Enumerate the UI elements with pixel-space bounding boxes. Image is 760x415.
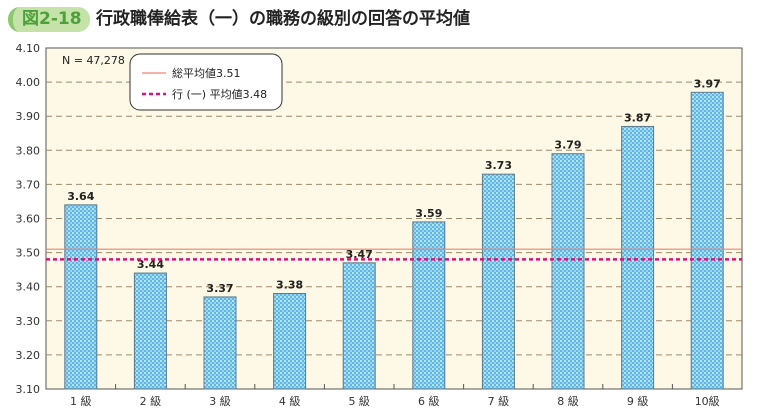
data-label: 3.44 <box>137 258 164 271</box>
x-tick-label: 3 級 <box>209 395 231 408</box>
data-label: 3.59 <box>415 207 442 220</box>
y-tick-label: 3.40 <box>16 281 41 294</box>
y-tick-label: 3.60 <box>16 213 41 226</box>
data-label: 3.87 <box>624 111 651 124</box>
bar <box>621 125 655 390</box>
sample-size-annotation: N = 47,278 <box>62 54 125 67</box>
data-label: 3.97 <box>694 77 721 90</box>
y-tick-label: 4.10 <box>16 42 41 55</box>
y-tick-label: 3.20 <box>16 349 41 362</box>
legend-box <box>129 53 283 111</box>
bar <box>412 221 446 390</box>
data-label: 3.79 <box>554 139 581 152</box>
bar <box>481 173 515 390</box>
data-label: 3.73 <box>485 159 512 172</box>
x-tick-label: 5 級 <box>348 395 370 408</box>
x-tick-label: 2 級 <box>140 395 162 408</box>
data-label: 3.47 <box>346 248 373 261</box>
x-tick-label: 4 級 <box>279 395 301 408</box>
bar <box>133 272 167 390</box>
y-tick-label: 4.00 <box>16 76 41 89</box>
bar <box>273 293 307 390</box>
data-label: 3.38 <box>276 279 303 292</box>
y-tick-label: 3.90 <box>16 110 41 123</box>
x-tick-label: 6 級 <box>418 395 440 408</box>
y-tick-label: 3.50 <box>16 247 41 260</box>
legend-label: 行 (一) 平均値3.48 <box>172 88 267 101</box>
y-tick-label: 3.70 <box>16 178 41 191</box>
x-tick-label: 1 級 <box>70 395 92 408</box>
bar <box>64 204 98 390</box>
bar <box>551 153 585 390</box>
y-tick-label: 3.10 <box>16 383 41 396</box>
y-tick-label: 3.30 <box>16 315 41 328</box>
x-tick-label: 9 級 <box>627 395 649 408</box>
legend-label: 総平均値3.51 <box>172 66 241 80</box>
chart-title: 行政職俸給表（一）の職務の級別の回答の平均値 <box>96 9 470 29</box>
bar <box>203 296 237 390</box>
figure-label: 図2-18 <box>8 7 90 32</box>
bar <box>342 262 376 390</box>
x-tick-label: 7 級 <box>488 395 510 408</box>
y-tick-label: 3.80 <box>16 144 41 157</box>
bar <box>690 91 724 390</box>
x-tick-label: 10級 <box>695 395 720 408</box>
data-label: 3.64 <box>67 190 94 203</box>
x-tick-label: 8 級 <box>557 395 579 408</box>
data-label: 3.37 <box>206 282 233 295</box>
